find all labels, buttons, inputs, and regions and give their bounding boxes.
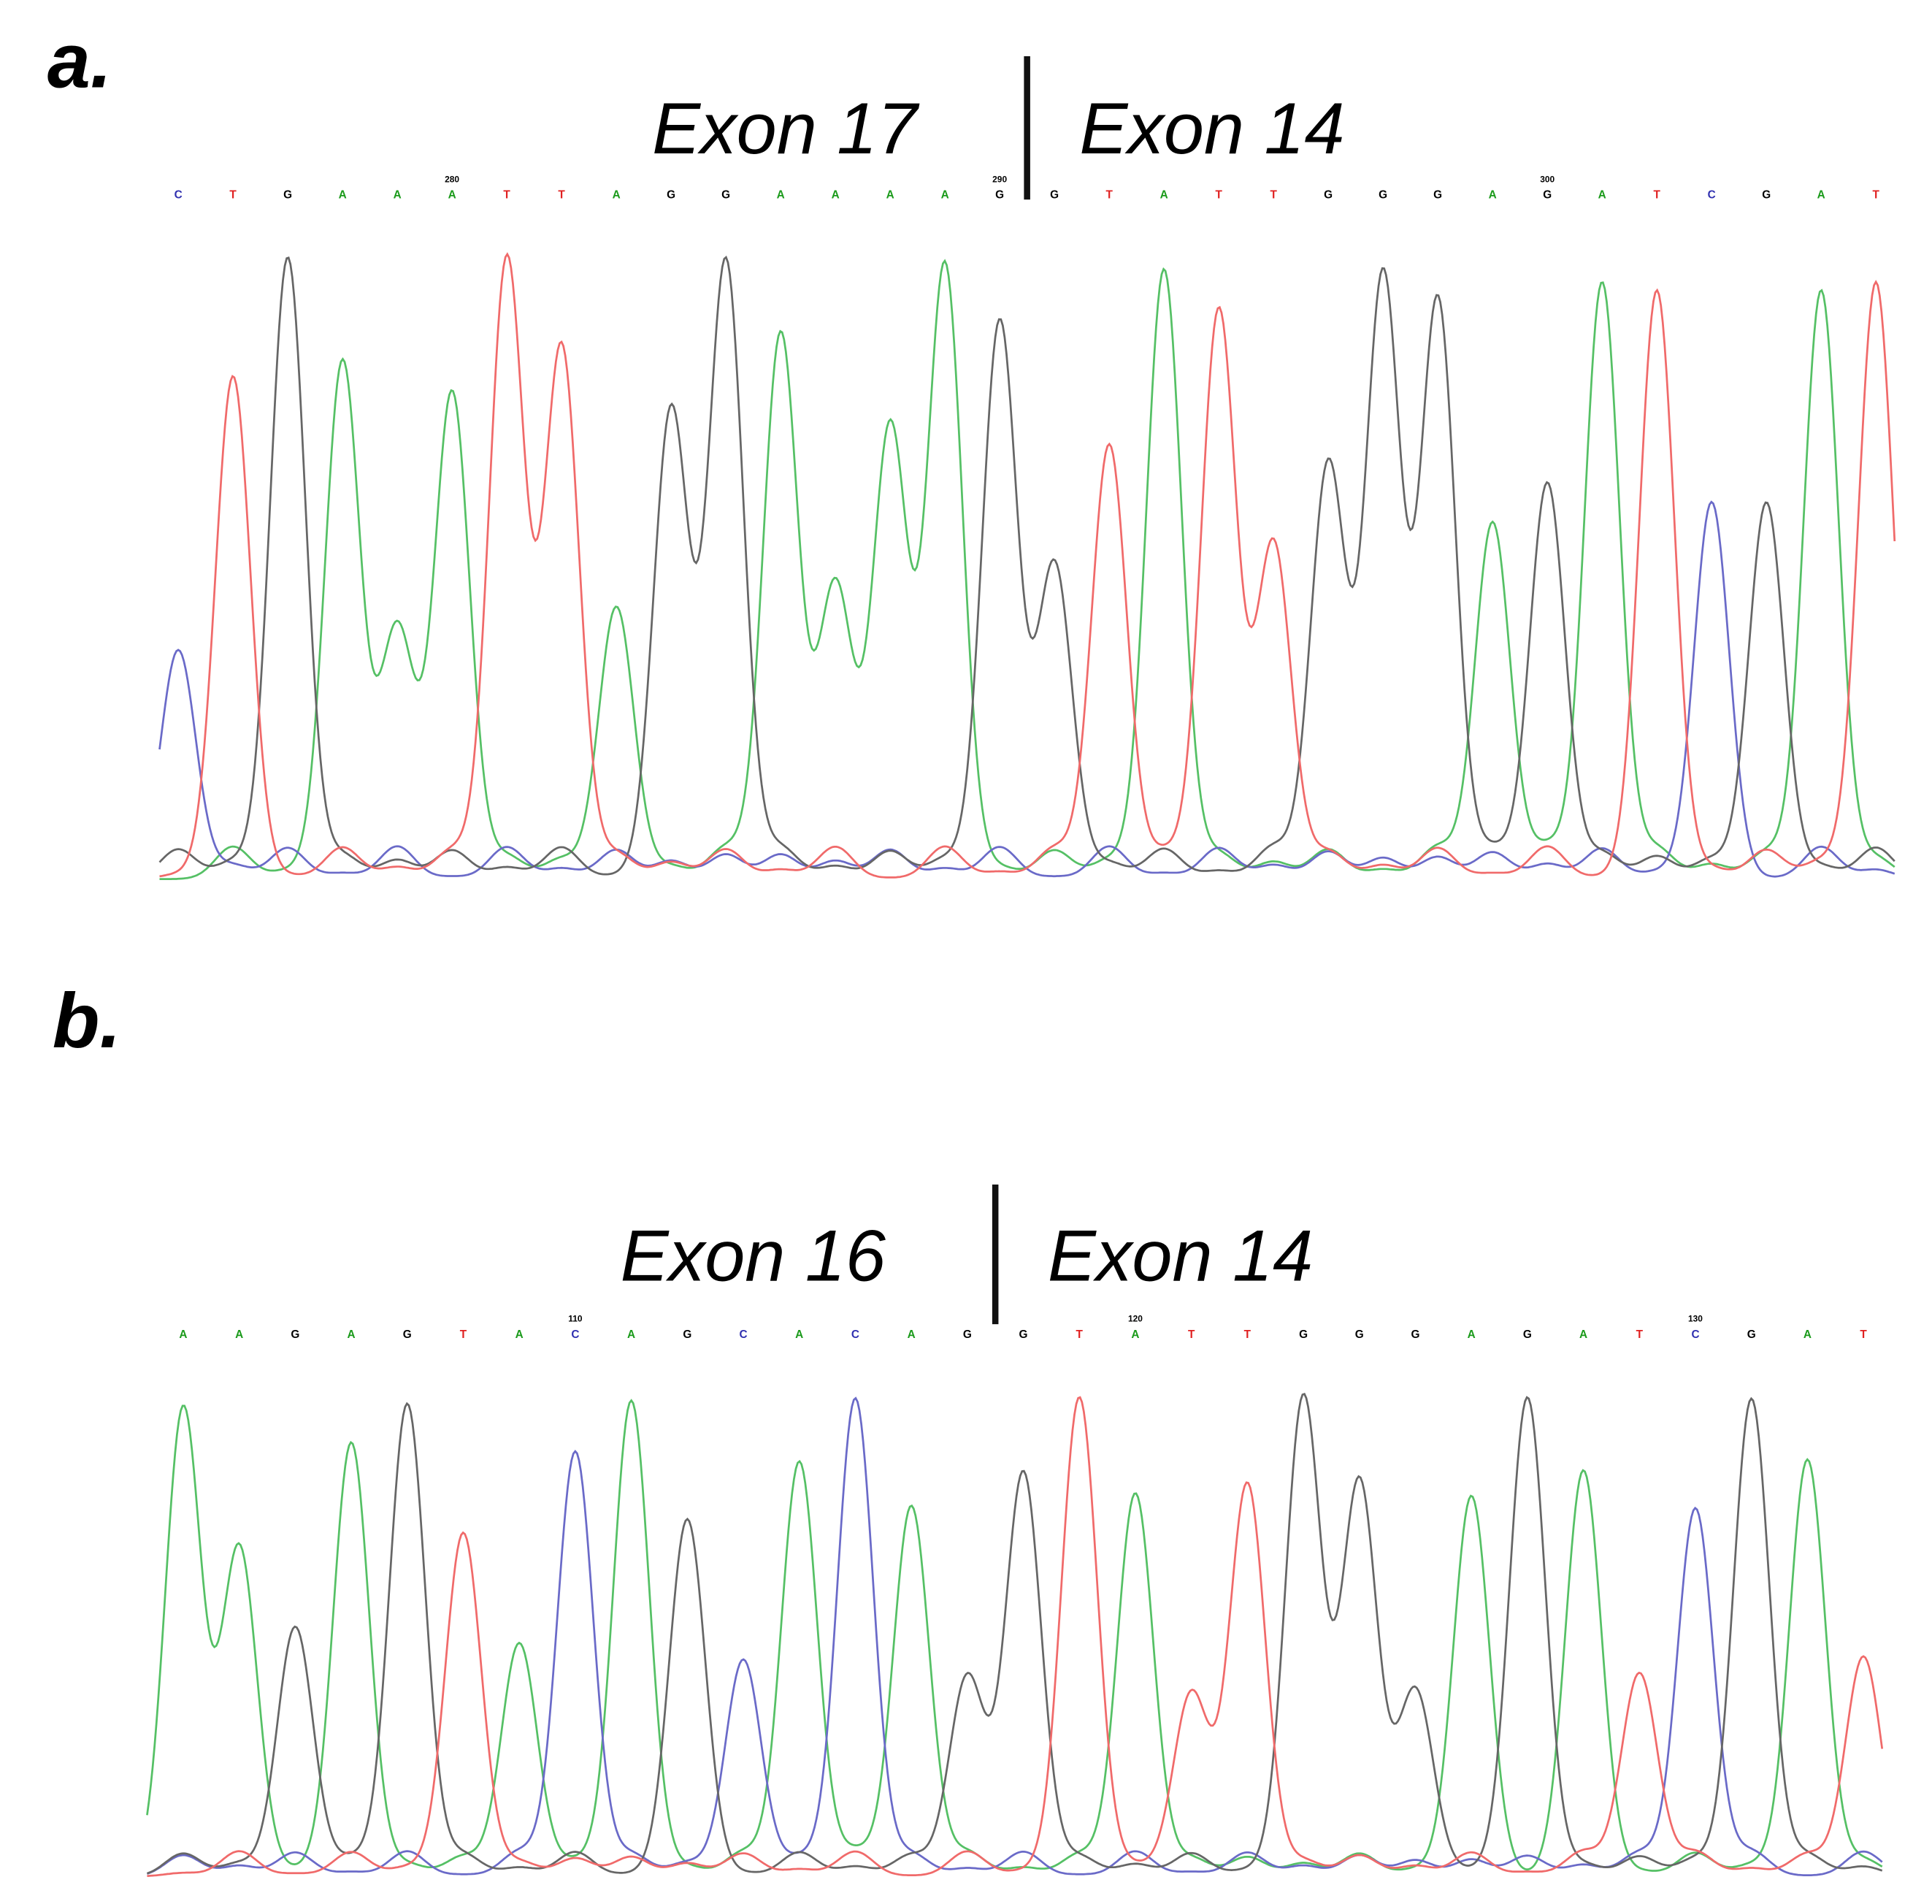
- base-call: A: [1803, 1328, 1812, 1341]
- panel-label: b.: [53, 978, 121, 1064]
- base-call: G: [1543, 189, 1552, 202]
- base-call: T: [1653, 189, 1660, 202]
- base-call: G: [1762, 189, 1771, 202]
- base-call: T: [1860, 1328, 1867, 1341]
- trace: [158, 255, 1895, 876]
- exon-label: Exon 17: [652, 88, 920, 169]
- position-label: 130: [1688, 1314, 1703, 1324]
- base-call: G: [1433, 189, 1442, 202]
- base-call: A: [941, 189, 949, 202]
- base-call: T: [1636, 1328, 1644, 1341]
- base-call: A: [1131, 1328, 1139, 1341]
- base-call: G: [1299, 1328, 1308, 1341]
- base-call: T: [1188, 1328, 1195, 1341]
- base-call: C: [1708, 189, 1716, 202]
- base-call: A: [777, 189, 785, 202]
- base-call: G: [683, 1328, 691, 1341]
- base-call: G: [403, 1328, 412, 1341]
- base-call: A: [832, 189, 840, 202]
- base-call: A: [1579, 1328, 1587, 1341]
- base-call: C: [1691, 1328, 1699, 1341]
- base-call: T: [229, 189, 237, 202]
- base-call: T: [460, 1328, 467, 1341]
- base-call: G: [291, 1328, 299, 1341]
- trace: [159, 259, 1895, 881]
- base-call: G: [1355, 1328, 1364, 1341]
- base-call: T: [558, 189, 565, 202]
- base-call: A: [394, 189, 402, 202]
- base-call: T: [1215, 189, 1222, 202]
- base-call: A: [515, 1328, 524, 1341]
- base-call: G: [995, 189, 1004, 202]
- base-call: A: [1598, 189, 1606, 202]
- base-call: A: [908, 1328, 916, 1341]
- trace: [158, 500, 1895, 878]
- base-call: G: [1747, 1328, 1756, 1341]
- exon-label: Exon 16: [621, 1215, 886, 1296]
- base-call: A: [627, 1328, 635, 1341]
- base-call: A: [448, 189, 456, 202]
- position-label: 120: [1128, 1314, 1143, 1324]
- base-call: G: [1379, 189, 1387, 202]
- trace: [146, 1399, 1883, 1872]
- position-label: 110: [568, 1314, 583, 1324]
- position-label: 280: [445, 174, 459, 184]
- base-call: G: [1411, 1328, 1419, 1341]
- base-call: G: [721, 189, 730, 202]
- base-call: T: [1076, 1328, 1084, 1341]
- base-call: G: [1324, 189, 1333, 202]
- base-call: A: [613, 189, 621, 202]
- base-call: C: [851, 1328, 859, 1341]
- base-call: C: [739, 1328, 747, 1341]
- panel-label: a.: [47, 18, 112, 104]
- base-call: G: [283, 189, 292, 202]
- base-call: G: [667, 189, 675, 202]
- trace: [159, 252, 1896, 879]
- trace: [147, 1396, 1884, 1877]
- base-call: G: [1050, 189, 1059, 202]
- base-call: G: [1019, 1328, 1028, 1341]
- base-call: A: [348, 1328, 356, 1341]
- base-call: A: [1468, 1328, 1476, 1341]
- trace: [147, 1396, 1883, 1876]
- base-call: A: [1160, 189, 1168, 202]
- base-call: A: [235, 1328, 243, 1341]
- base-call: A: [179, 1328, 187, 1341]
- position-label: 290: [992, 174, 1007, 184]
- base-call: A: [339, 189, 347, 202]
- base-call: C: [175, 189, 183, 202]
- base-call: A: [886, 189, 894, 202]
- base-call: T: [1872, 189, 1879, 202]
- base-call: G: [963, 1328, 972, 1341]
- base-call: T: [1244, 1328, 1251, 1341]
- exon-label: Exon 14: [1048, 1215, 1313, 1296]
- exon-label: Exon 14: [1079, 88, 1344, 169]
- base-call: A: [795, 1328, 803, 1341]
- base-call: T: [1105, 189, 1113, 202]
- base-call: A: [1489, 189, 1497, 202]
- trace: [146, 1392, 1883, 1875]
- base-call: C: [571, 1328, 579, 1341]
- base-call: T: [1270, 189, 1277, 202]
- base-call: A: [1817, 189, 1825, 202]
- base-call: G: [1523, 1328, 1532, 1341]
- base-call: T: [503, 189, 510, 202]
- position-label: 300: [1540, 174, 1555, 184]
